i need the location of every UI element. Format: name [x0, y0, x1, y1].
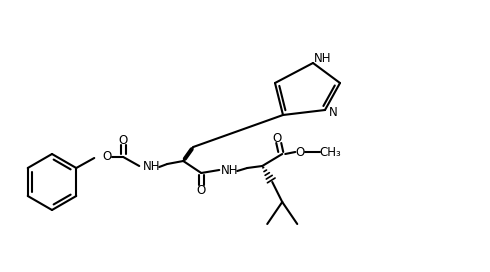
Text: O: O	[119, 134, 128, 147]
Text: CH₃: CH₃	[319, 146, 341, 159]
Text: NH: NH	[143, 160, 160, 174]
Text: O: O	[272, 131, 282, 144]
Text: NH: NH	[220, 165, 238, 178]
Text: O: O	[196, 184, 206, 196]
Text: O: O	[102, 150, 112, 163]
Text: NH: NH	[314, 52, 332, 66]
Text: N: N	[329, 107, 338, 119]
Text: O: O	[295, 146, 305, 159]
